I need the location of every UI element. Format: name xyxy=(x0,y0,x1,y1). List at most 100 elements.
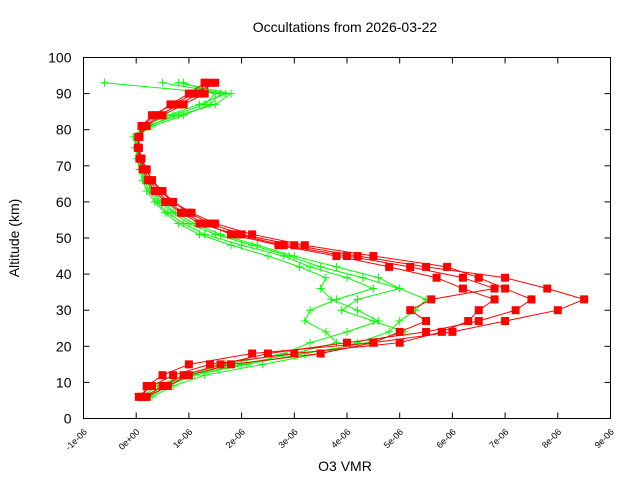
data-point xyxy=(100,78,109,87)
data-point xyxy=(306,306,315,315)
data-point xyxy=(358,273,367,282)
data-point xyxy=(142,122,151,131)
data-point xyxy=(395,317,404,326)
data-point xyxy=(169,197,178,206)
series-1 xyxy=(133,78,589,401)
data-point xyxy=(369,252,378,261)
data-point xyxy=(232,230,241,239)
data-point xyxy=(501,317,510,326)
data-point xyxy=(184,89,193,98)
x-tick-label: 4e-06 xyxy=(329,427,352,450)
y-tick-label: 0 xyxy=(64,411,72,427)
data-point xyxy=(253,241,262,250)
y-tick-label: 100 xyxy=(48,50,72,66)
data-point xyxy=(211,89,220,98)
data-point xyxy=(195,230,204,239)
data-point xyxy=(300,317,309,326)
data-point xyxy=(163,382,172,391)
data-point xyxy=(327,295,336,304)
data-point xyxy=(337,306,346,315)
data-point xyxy=(169,371,178,380)
data-point xyxy=(138,122,147,131)
data-point xyxy=(200,100,209,109)
data-point xyxy=(184,360,193,369)
data-point xyxy=(140,392,149,401)
data-point xyxy=(321,327,330,336)
data-point xyxy=(543,284,552,293)
data-point xyxy=(332,262,341,271)
data-point xyxy=(195,219,204,228)
data-point xyxy=(395,327,404,336)
data-point xyxy=(553,306,562,315)
y-tick-label: 10 xyxy=(56,374,72,390)
data-point xyxy=(211,219,220,228)
y-tick-label: 40 xyxy=(56,266,72,282)
data-point xyxy=(306,262,315,271)
data-point xyxy=(527,295,536,304)
data-point xyxy=(135,132,144,141)
data-point xyxy=(448,327,457,336)
data-point xyxy=(422,327,431,336)
data-point xyxy=(263,252,272,261)
series-1-profile-line xyxy=(137,82,495,398)
data-point xyxy=(385,262,394,271)
data-point xyxy=(142,382,151,391)
data-point xyxy=(211,78,220,87)
data-point xyxy=(227,89,236,98)
data-point xyxy=(422,262,431,271)
data-point xyxy=(279,241,288,250)
data-point xyxy=(200,78,209,87)
data-point xyxy=(295,262,304,271)
data-point xyxy=(248,349,257,358)
data-point xyxy=(227,360,236,369)
data-point xyxy=(343,338,351,347)
data-point xyxy=(205,219,214,228)
data-point xyxy=(501,273,510,282)
x-tick-label: 0e+00 xyxy=(117,427,142,452)
data-point xyxy=(353,338,362,347)
data-point xyxy=(137,154,146,163)
x-tick-label: 1e-06 xyxy=(171,427,194,450)
data-point xyxy=(332,338,341,347)
axes: -1e-06 0e+00 1e-06 2e-06 3e-06 4e-06 5e-06 6e-0… xyxy=(48,50,616,453)
data-point xyxy=(161,197,170,206)
data-point xyxy=(216,230,225,239)
data-point xyxy=(374,273,383,282)
data-point xyxy=(134,392,143,401)
y-tick-label: 50 xyxy=(56,230,72,246)
x-tick-label: 2e-06 xyxy=(224,427,247,450)
x-tick-label: -1e-06 xyxy=(63,427,88,452)
data-point xyxy=(179,371,188,380)
data-point xyxy=(474,273,483,282)
series-1-profile-line xyxy=(138,82,586,398)
plot-frame xyxy=(83,57,611,419)
data-point xyxy=(148,176,157,185)
data-point xyxy=(174,100,183,109)
data-point xyxy=(343,273,351,282)
data-point xyxy=(306,338,315,347)
data-point xyxy=(343,327,351,336)
data-point xyxy=(205,360,214,369)
x-axis-label: O3 VMR xyxy=(318,458,372,474)
data-point xyxy=(437,327,446,336)
data-point xyxy=(395,338,404,347)
data-point xyxy=(263,349,272,358)
data-point xyxy=(169,111,178,120)
data-point xyxy=(580,295,589,304)
data-point xyxy=(158,78,167,87)
data-point xyxy=(158,187,167,196)
data-point xyxy=(242,360,251,369)
data-point xyxy=(474,317,483,326)
data-point xyxy=(385,327,394,336)
data-point xyxy=(300,349,309,358)
data-point xyxy=(290,252,299,261)
data-point xyxy=(148,382,157,391)
data-point xyxy=(458,284,467,293)
data-point xyxy=(227,241,236,250)
data-point xyxy=(432,273,441,282)
data-point xyxy=(195,89,204,98)
data-point xyxy=(458,273,467,282)
data-point xyxy=(353,306,362,315)
data-point xyxy=(200,219,209,228)
data-point xyxy=(179,78,188,87)
